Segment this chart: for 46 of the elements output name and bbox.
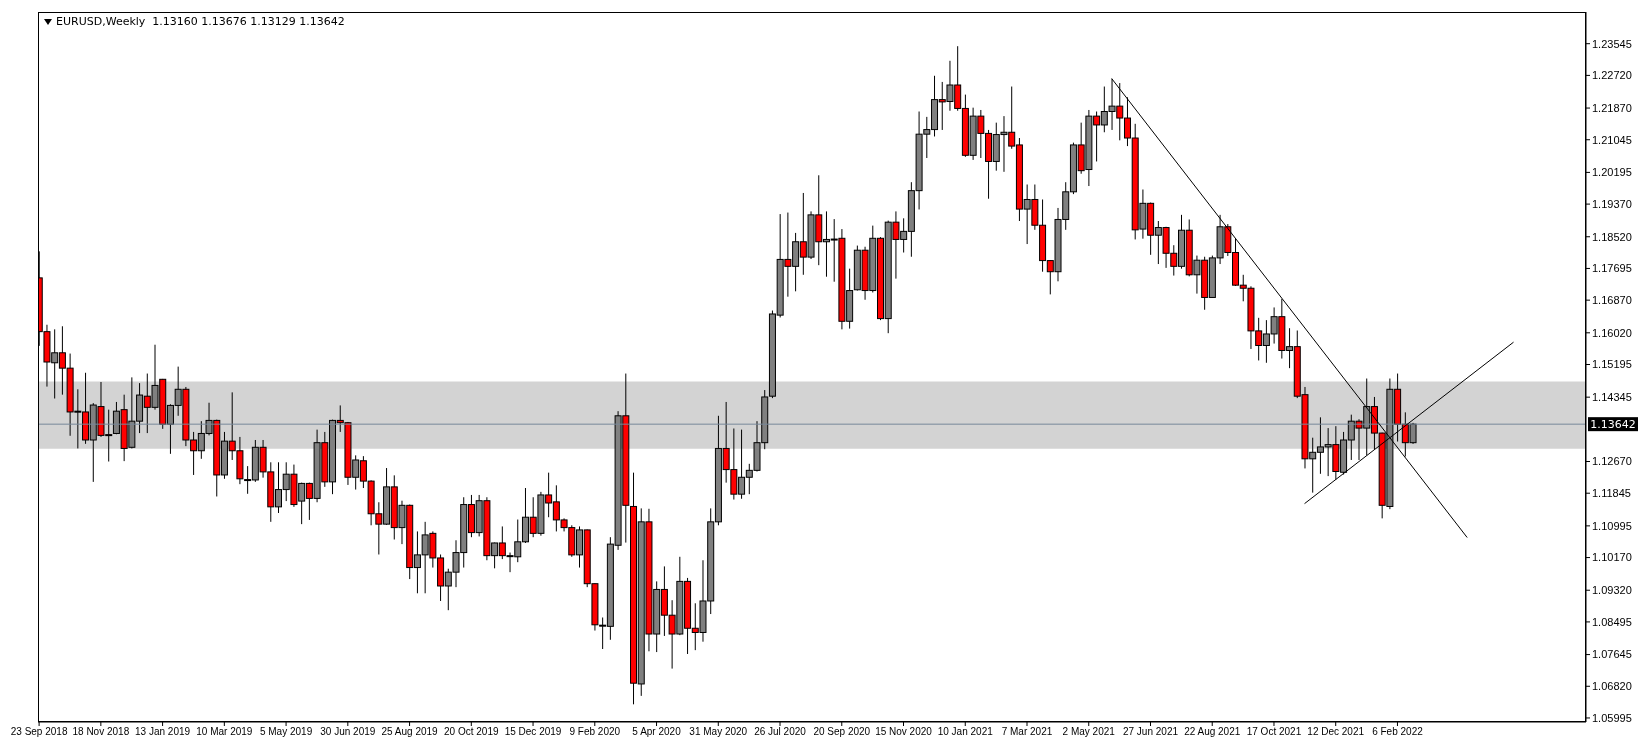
y-tick-label: 1.10995 [1592, 519, 1632, 532]
x-tick-label: 23 Sep 2018 [10, 726, 68, 738]
x-tick-label: 17 Oct 2021 [1246, 726, 1302, 738]
y-tick-label: 1.19370 [1592, 198, 1632, 210]
x-tick-label: 12 Dec 2021 [1307, 726, 1365, 738]
y-tick-label: 1.20195 [1592, 166, 1632, 179]
x-tick-label: 2 May 2021 [1062, 726, 1116, 738]
y-tick-label: 1.22720 [1592, 69, 1632, 82]
x-tick-label: 22 Aug 2021 [1184, 726, 1241, 738]
x-tick-label: 20 Oct 2019 [444, 726, 499, 738]
x-tick-label: 18 Nov 2018 [72, 726, 130, 738]
y-tick-label: 1.07645 [1592, 648, 1632, 661]
y-tick-label: 1.10170 [1592, 551, 1632, 564]
y-tick-label: 1.15195 [1592, 358, 1632, 371]
y-tick-label: 1.23545 [1592, 37, 1632, 50]
x-tick-label: 25 Aug 2019 [381, 726, 439, 738]
y-tick-label: 1.16020 [1592, 326, 1632, 339]
x-tick-label: 9 Feb 2020 [569, 726, 621, 738]
y-tick-label: 1.16870 [1592, 294, 1632, 307]
y-tick-label: 1.06820 [1592, 680, 1632, 693]
y-tick-label: 1.09320 [1592, 584, 1632, 597]
y-tick-label: 1.05995 [1592, 711, 1632, 724]
y-tick-label: 1.11845 [1592, 487, 1631, 500]
x-tick-label: 15 Nov 2020 [875, 726, 933, 738]
y-tick-label: 1.18520 [1592, 230, 1632, 243]
y-tick-label: 1.17695 [1592, 262, 1632, 275]
y-tick-label: 1.08495 [1592, 615, 1632, 628]
y-tick-label: 1.21045 [1592, 133, 1632, 146]
x-tick-label: 26 Jul 2020 [754, 726, 807, 738]
y-tick-label: 1.12670 [1592, 455, 1632, 468]
x-tick-label: 5 Apr 2020 [632, 726, 682, 738]
x-tick-label: 20 Sep 2020 [813, 726, 871, 738]
y-tick-label: 1.21870 [1592, 101, 1632, 114]
x-tick-label: 10 Jan 2021 [937, 726, 994, 738]
chart-title: EURUSD,Weekly 1.13160 1.13676 1.13129 1.13642 [56, 15, 345, 28]
x-tick-label: 27 Jun 2021 [1122, 726, 1179, 738]
x-tick-label: 6 Feb 2022 [1372, 726, 1424, 738]
ref-line-label: 1.13642 [1590, 418, 1636, 432]
x-tick-label: 7 Mar 2021 [1001, 726, 1053, 738]
x-tick-label: 15 Dec 2019 [504, 726, 562, 738]
x-tick-label: 10 Mar 2019 [196, 726, 253, 738]
x-tick-label: 5 May 2019 [259, 726, 313, 738]
x-tick-label: 31 May 2020 [689, 726, 748, 738]
x-tick-label: 13 Jan 2019 [135, 726, 191, 738]
y-tick-label: 1.14345 [1592, 391, 1632, 404]
x-tick-label: 30 Jun 2019 [320, 726, 376, 738]
